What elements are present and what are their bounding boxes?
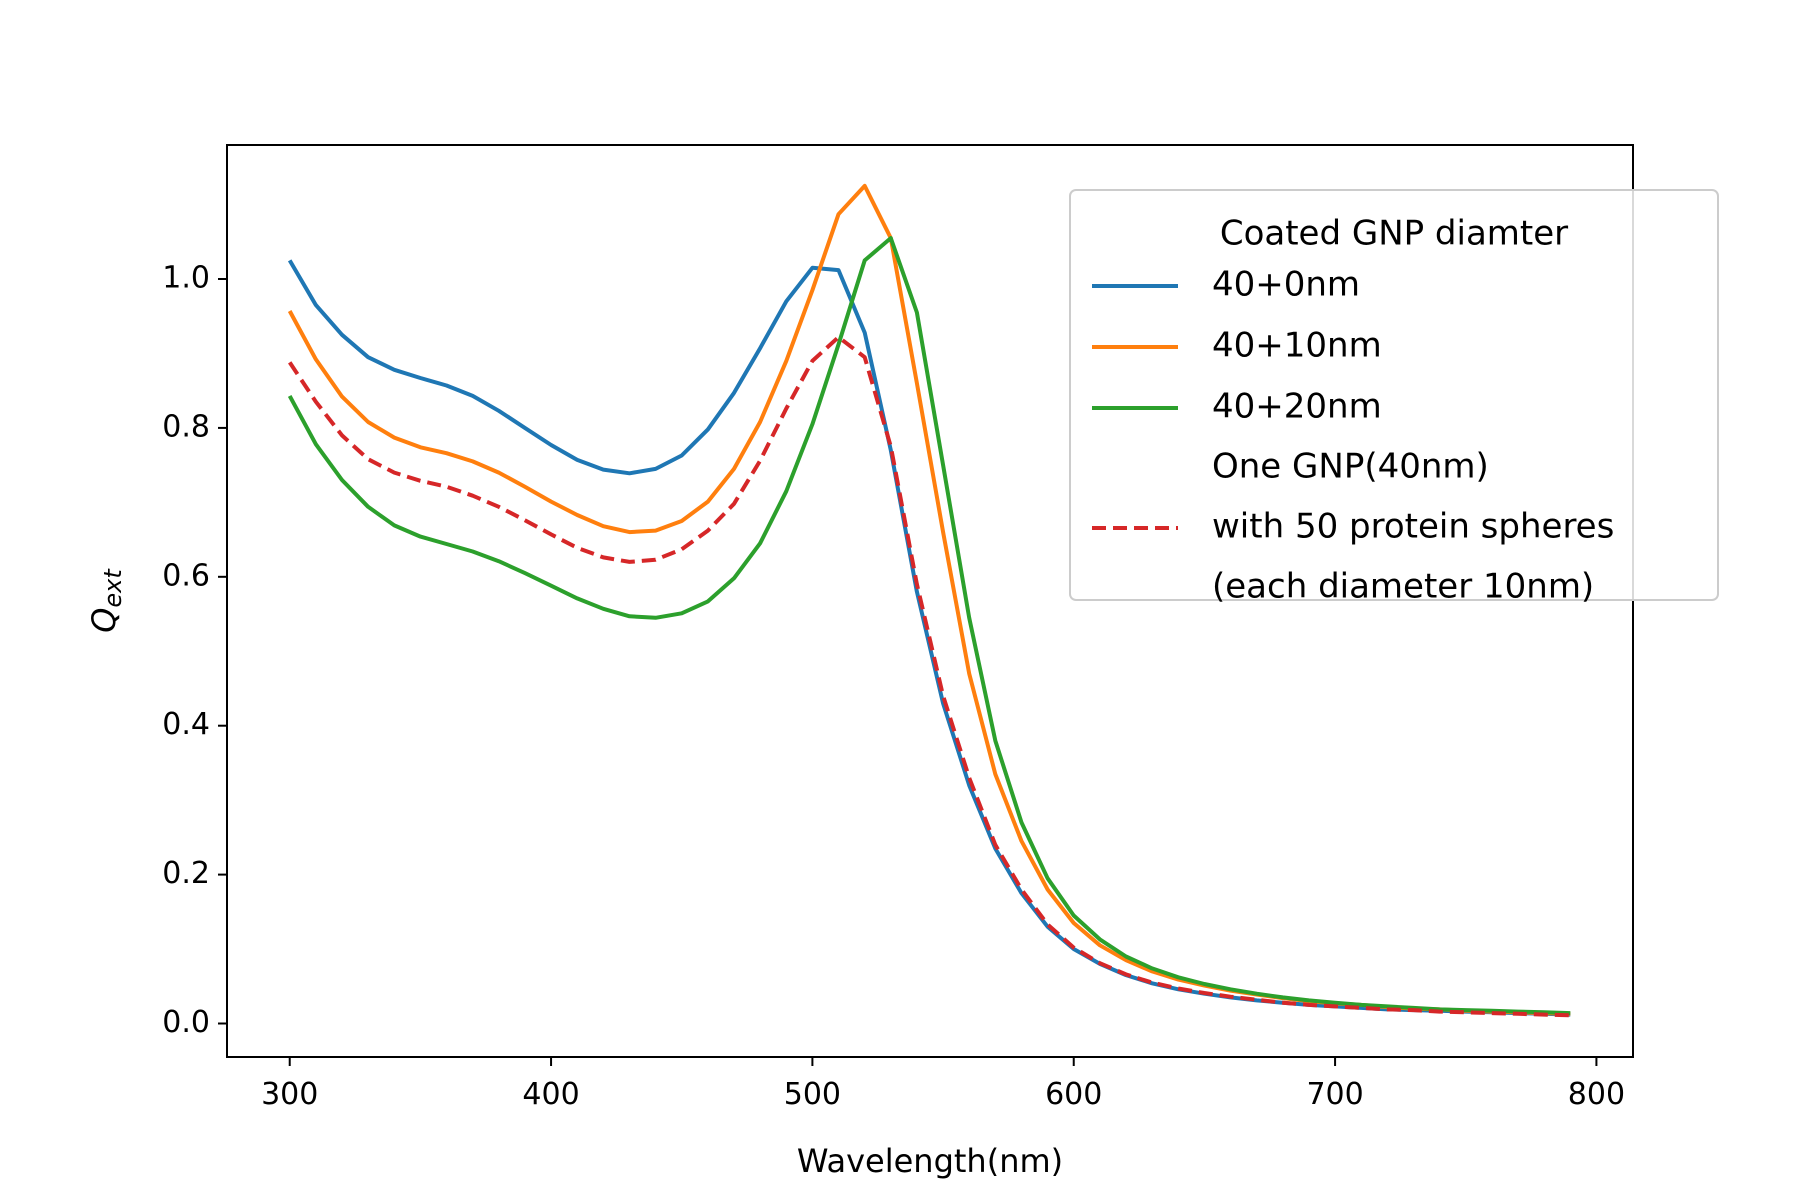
series-line-4 (288, 335, 1571, 1018)
x-tick-label: 800 (1568, 1077, 1625, 1112)
x-axis-ticks: 300 400 500 600 700 800 (261, 1057, 1625, 1112)
x-tick-label: 500 (784, 1077, 841, 1112)
legend-label: 40+0nm (1212, 265, 1360, 305)
y-axis-label-subscript: ext (99, 568, 127, 608)
legend-title: Coated GNP diamter (1220, 214, 1568, 254)
legend-label: One GNP(40nm) (1212, 447, 1489, 487)
series-line-3 (287, 236, 1571, 1016)
x-tick-label: 300 (261, 1077, 318, 1112)
x-axis-label: Wavelength(nm) (797, 1142, 1063, 1180)
y-axis-ticks: 0.0 0.2 0.4 0.6 0.8 1.0 (162, 261, 227, 1040)
y-tick-label: 1.0 (162, 261, 210, 296)
y-tick-label: 0.8 (162, 409, 210, 444)
x-tick-label: 700 (1306, 1077, 1363, 1112)
series-layer (287, 183, 1571, 1018)
legend-label: (each diameter 10nm) (1212, 567, 1594, 607)
legend-entries: 40+0nm 40+10nm 40+20nm One GNP(40nm) with 50… (1092, 265, 1614, 607)
x-tick-label: 400 (522, 1077, 579, 1112)
y-tick-label: 0.6 (162, 558, 210, 593)
y-axis-label: Qext (85, 568, 127, 633)
y-tick-label: 0.0 (162, 1005, 210, 1040)
legend-label: 40+20nm (1212, 387, 1382, 427)
x-tick-label: 600 (1045, 1077, 1102, 1112)
legend-label: 40+10nm (1212, 326, 1382, 366)
legend-label: with 50 protein spheres (1212, 507, 1614, 547)
legend: Coated GNP diamter 40+0nm 40+10nm 40+20nm O… (1069, 189, 1719, 607)
legend-box (1069, 189, 1719, 601)
y-axis-label-main: Q (85, 608, 123, 633)
y-tick-label: 0.4 (162, 707, 210, 742)
y-tick-label: 0.2 (162, 856, 210, 891)
